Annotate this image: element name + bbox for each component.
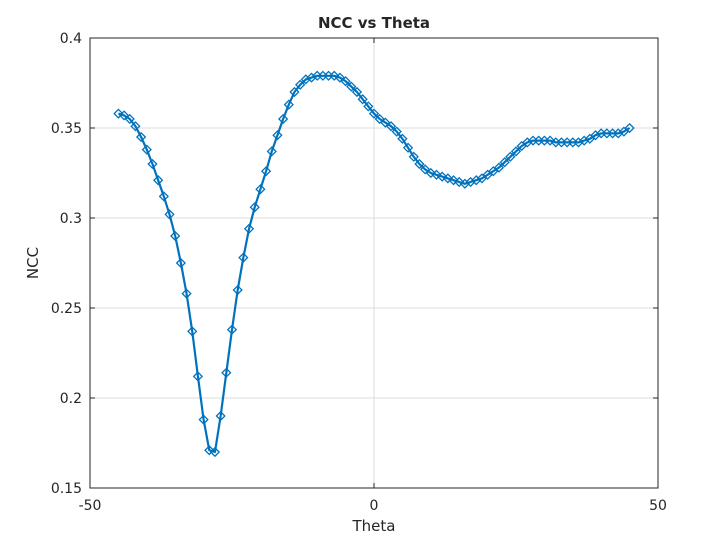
x-axis-label: Theta: [352, 517, 396, 535]
data-point-marker: [198, 414, 209, 425]
data-point-marker: [340, 76, 351, 87]
data-point-marker: [613, 128, 624, 139]
data-point-marker: [402, 142, 414, 153]
data-point-marker: [391, 126, 402, 137]
data-point-marker: [118, 110, 130, 121]
y-tick-label: 0.4: [60, 31, 82, 47]
data-point-marker: [238, 252, 249, 263]
data-point-marker: [260, 166, 272, 177]
x-tick-label: 50: [649, 498, 667, 514]
data-point-marker: [357, 94, 368, 105]
data-point-marker: [306, 72, 317, 83]
data-point-marker: [300, 74, 311, 85]
data-point-marker: [147, 158, 158, 170]
data-point-marker: [130, 121, 141, 132]
data-point-marker: [385, 121, 397, 132]
data-point-marker: [175, 257, 186, 269]
data-point-marker: [164, 209, 175, 220]
data-point-marker: [590, 130, 601, 141]
data-point-marker: [544, 135, 556, 146]
data-point-marker: [124, 113, 135, 125]
data-point-marker: [221, 367, 232, 378]
data-point-marker: [499, 157, 510, 168]
data-point-marker: [181, 288, 192, 299]
data-point-marker: [283, 99, 294, 110]
axis-ticks: -50 0 50 0.15 0.2 0.25 0.3 0.35 0.4: [51, 31, 667, 514]
data-point-marker: [624, 122, 635, 134]
data-point-marker: [334, 72, 346, 83]
data-point-marker: [243, 223, 255, 234]
y-axis-label: NCC: [24, 247, 42, 279]
data-point-marker: [437, 171, 448, 182]
data-point-marker: [351, 86, 363, 98]
data-point-marker: [363, 101, 374, 112]
data-point-marker: [493, 162, 505, 173]
data-point-marker: [573, 137, 584, 148]
x-tick-label: -50: [79, 498, 102, 514]
data-point-marker: [505, 151, 516, 162]
data-point-marker: [215, 410, 226, 422]
data-point-marker: [431, 169, 442, 180]
data-point-marker: [510, 146, 522, 157]
data-point-marker: [204, 445, 215, 456]
data-series: [113, 70, 635, 458]
data-point-marker: [420, 164, 431, 175]
data-point-marker: [425, 167, 436, 179]
data-point-marker: [187, 326, 198, 337]
data-point-marker: [289, 86, 300, 98]
data-point-marker: [380, 117, 391, 128]
data-point-marker: [158, 191, 169, 202]
series-line: [118, 74, 631, 454]
y-tick-label: 0.2: [60, 391, 82, 407]
data-point-marker: [226, 324, 238, 335]
data-point-marker: [522, 137, 533, 148]
data-point-marker: [266, 146, 277, 157]
data-point-marker: [408, 151, 419, 162]
data-point-marker: [170, 230, 181, 242]
y-tick-label: 0.15: [51, 481, 82, 497]
data-point-marker: [471, 175, 482, 186]
data-point-marker: [249, 202, 260, 213]
data-point-marker: [397, 133, 408, 144]
data-point-marker: [374, 113, 385, 125]
data-point-marker: [295, 79, 306, 90]
data-point-marker: [278, 113, 289, 125]
y-tick-label: 0.25: [51, 301, 82, 317]
data-point-marker: [459, 178, 470, 189]
data-point-marker: [579, 135, 590, 146]
chart-title: NCC vs Theta: [318, 14, 430, 32]
data-point-marker: [454, 176, 465, 188]
data-point-marker: [209, 446, 221, 458]
data-point-marker: [442, 173, 453, 184]
data-point-marker: [329, 70, 340, 81]
data-point-marker: [465, 176, 476, 188]
y-tick-label: 0.3: [60, 211, 82, 227]
data-point-marker: [113, 108, 124, 119]
data-point-marker: [136, 131, 147, 143]
data-point-marker: [448, 175, 459, 186]
data-point-marker: [192, 371, 204, 382]
data-point-marker: [272, 130, 283, 141]
data-point-marker: [414, 158, 425, 170]
x-tick-label: 0: [370, 498, 379, 514]
data-point-marker: [255, 184, 266, 195]
data-point-marker: [153, 175, 164, 186]
data-point-marker: [141, 144, 152, 155]
data-point-marker: [232, 284, 243, 296]
data-point-marker: [368, 108, 380, 119]
data-point-marker: [346, 81, 357, 92]
y-tick-label: 0.35: [51, 121, 82, 137]
